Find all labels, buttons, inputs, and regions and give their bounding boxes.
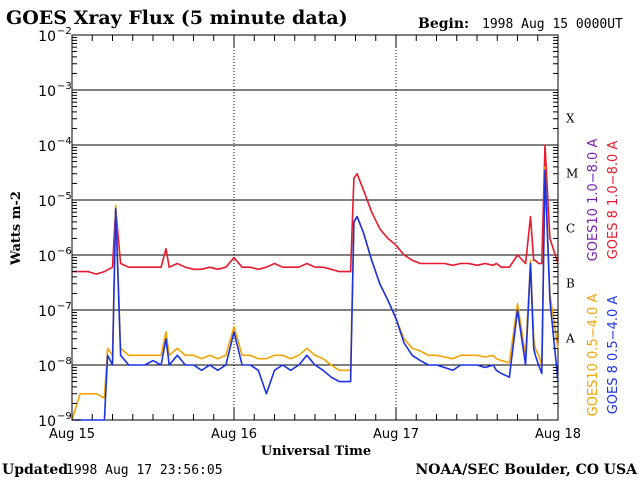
credit-text: NOAA/SEC Boulder, CO USA bbox=[416, 462, 639, 478]
y-tick-exponent: −3 bbox=[57, 81, 72, 92]
y-tick-exponent: −4 bbox=[57, 136, 72, 147]
plot-border bbox=[71, 34, 559, 421]
series-line bbox=[72, 144, 559, 275]
flare-class-label: A bbox=[565, 332, 575, 346]
flare-class-label: X bbox=[566, 112, 575, 126]
y-tick-label: 10 bbox=[38, 414, 56, 430]
y-tick-exponent: −9 bbox=[57, 411, 72, 422]
y-tick-label: 10 bbox=[38, 304, 56, 320]
y-tick-label: 10 bbox=[38, 249, 56, 265]
y-tick-exponent: −2 bbox=[57, 26, 72, 37]
y-axis-label: Watts m-2 bbox=[9, 191, 24, 266]
legend-entry: GOES 8 0.5−4.0 A bbox=[606, 296, 621, 415]
y-tick-label: 10 bbox=[38, 84, 56, 100]
chart-title: GOES Xray Flux (5 minute data) bbox=[6, 7, 348, 29]
y-tick-exponent: −7 bbox=[57, 301, 72, 312]
series-layer bbox=[71, 144, 559, 421]
x-axis-label: Universal Time bbox=[261, 444, 371, 459]
legend-entry: GOES 8 1.0−8.0 A bbox=[606, 141, 621, 260]
begin-value: 1998 Aug 15 0000UT bbox=[482, 17, 623, 32]
flare-class-label: M bbox=[566, 167, 578, 181]
x-tick-label: Aug 18 bbox=[535, 427, 581, 442]
y-tick-label: 10 bbox=[38, 194, 56, 210]
legend: GOES10 1.0−8.0 A GOES 8 1.0−8.0 A GOES10 0… bbox=[586, 139, 621, 417]
y-axis-ticks: 10−210−310−410−510−610−710−810−9 bbox=[38, 26, 558, 430]
legend-entry: GOES10 1.0−8.0 A bbox=[586, 139, 601, 262]
chart-grid bbox=[72, 35, 558, 420]
x-axis-ticks: Aug 15 Aug 16 Aug 17 Aug 18 bbox=[49, 35, 581, 442]
flare-class-label: B bbox=[566, 277, 575, 291]
flare-class-labels: X M C B A bbox=[565, 112, 578, 346]
flare-class-label: C bbox=[566, 222, 575, 236]
x-tick-label: Aug 15 bbox=[49, 427, 95, 442]
y-tick-exponent: −8 bbox=[57, 356, 72, 367]
y-tick-exponent: −6 bbox=[57, 246, 72, 257]
y-tick-exponent: −5 bbox=[57, 191, 72, 202]
series-line bbox=[72, 169, 559, 421]
y-tick-label: 10 bbox=[38, 29, 56, 45]
updated-value: 1998 Aug 17 23:56:05 bbox=[66, 463, 223, 478]
x-tick-label: Aug 16 bbox=[211, 427, 257, 442]
series-line bbox=[71, 166, 559, 421]
updated-label: Updated bbox=[2, 462, 68, 478]
begin-label: Begin: bbox=[418, 16, 469, 32]
legend-entry: GOES10 0.5−4.0 A bbox=[586, 294, 601, 417]
y-tick-label: 10 bbox=[38, 359, 56, 375]
y-tick-label: 10 bbox=[38, 139, 56, 155]
x-tick-label: Aug 17 bbox=[373, 427, 419, 442]
plot-frame bbox=[71, 34, 559, 421]
